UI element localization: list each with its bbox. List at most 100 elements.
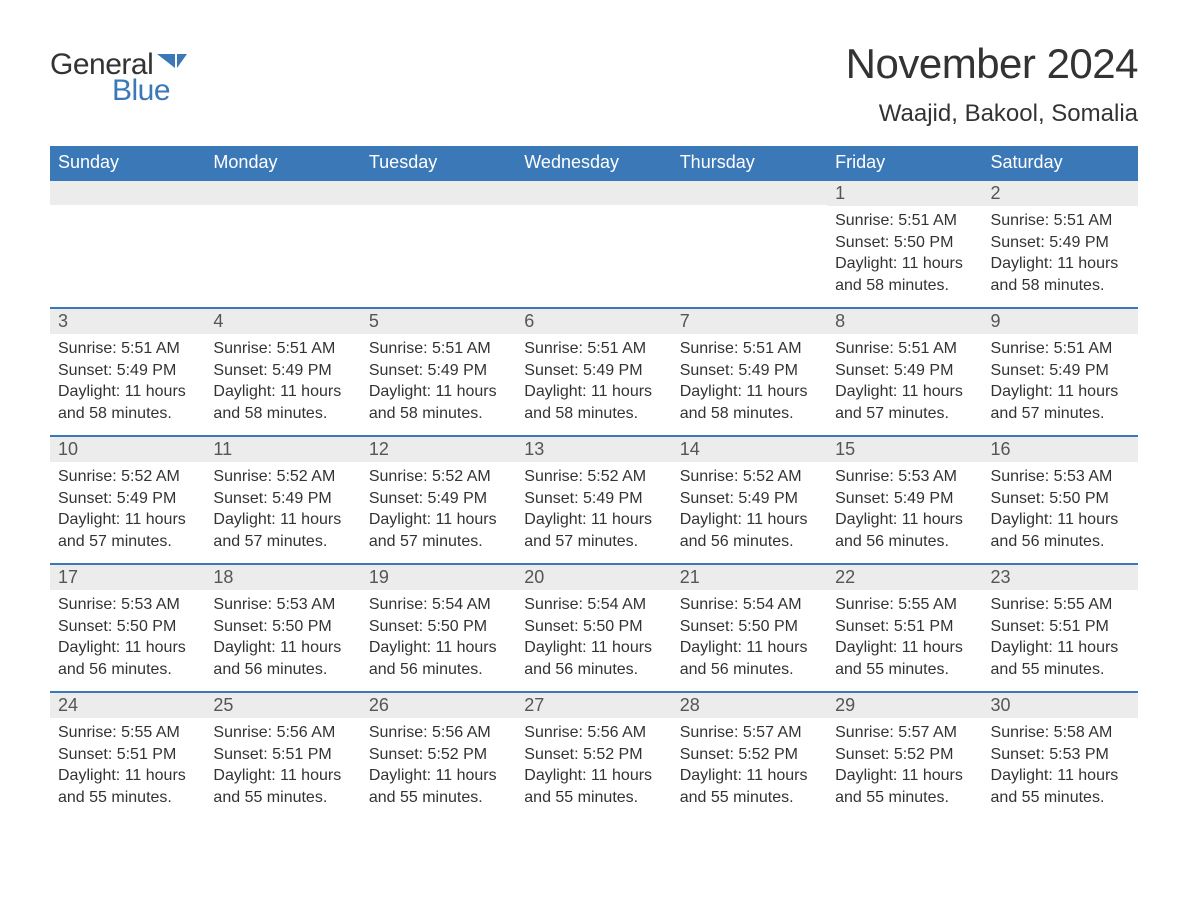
- day-number: 11: [205, 435, 360, 462]
- sunset-text: Sunset: 5:49 PM: [835, 360, 974, 382]
- calendar-cell: 26Sunrise: 5:56 AMSunset: 5:52 PMDayligh…: [361, 691, 516, 819]
- day-number: 6: [516, 307, 671, 334]
- sunset-text: Sunset: 5:50 PM: [58, 616, 197, 638]
- calendar-cell: [361, 179, 516, 307]
- sunset-text: Sunset: 5:49 PM: [835, 488, 974, 510]
- day-header: Monday: [205, 146, 360, 179]
- day-content: Sunrise: 5:52 AMSunset: 5:49 PMDaylight:…: [205, 462, 360, 558]
- calendar-cell: [50, 179, 205, 307]
- location: Waajid, Bakool, Somalia: [846, 100, 1138, 128]
- sunset-text: Sunset: 5:52 PM: [524, 744, 663, 766]
- day-header: Sunday: [50, 146, 205, 179]
- calendar-cell: 25Sunrise: 5:56 AMSunset: 5:51 PMDayligh…: [205, 691, 360, 819]
- daylight-text: Daylight: 11 hours and 55 minutes.: [524, 765, 663, 808]
- day-content: Sunrise: 5:52 AMSunset: 5:49 PMDaylight:…: [50, 462, 205, 558]
- calendar-cell: 2Sunrise: 5:51 AMSunset: 5:49 PMDaylight…: [983, 179, 1138, 307]
- sunset-text: Sunset: 5:49 PM: [991, 360, 1130, 382]
- sunset-text: Sunset: 5:49 PM: [213, 360, 352, 382]
- calendar-cell: 12Sunrise: 5:52 AMSunset: 5:49 PMDayligh…: [361, 435, 516, 563]
- daylight-text: Daylight: 11 hours and 57 minutes.: [524, 509, 663, 552]
- calendar-cell: 22Sunrise: 5:55 AMSunset: 5:51 PMDayligh…: [827, 563, 982, 691]
- sunrise-text: Sunrise: 5:53 AM: [991, 466, 1130, 488]
- calendar-cell: 7Sunrise: 5:51 AMSunset: 5:49 PMDaylight…: [672, 307, 827, 435]
- sunrise-text: Sunrise: 5:51 AM: [58, 338, 197, 360]
- sunrise-text: Sunrise: 5:55 AM: [835, 594, 974, 616]
- sunset-text: Sunset: 5:49 PM: [524, 488, 663, 510]
- sunset-text: Sunset: 5:49 PM: [524, 360, 663, 382]
- daylight-text: Daylight: 11 hours and 58 minutes.: [213, 381, 352, 424]
- day-number: 10: [50, 435, 205, 462]
- calendar-week: 24Sunrise: 5:55 AMSunset: 5:51 PMDayligh…: [50, 691, 1138, 819]
- empty-day-bar: [361, 179, 516, 205]
- sunset-text: Sunset: 5:51 PM: [213, 744, 352, 766]
- sunrise-text: Sunrise: 5:54 AM: [680, 594, 819, 616]
- daylight-text: Daylight: 11 hours and 55 minutes.: [835, 765, 974, 808]
- calendar-cell: 6Sunrise: 5:51 AMSunset: 5:49 PMDaylight…: [516, 307, 671, 435]
- sunrise-text: Sunrise: 5:52 AM: [680, 466, 819, 488]
- calendar-cell: 23Sunrise: 5:55 AMSunset: 5:51 PMDayligh…: [983, 563, 1138, 691]
- day-number: 1: [827, 179, 982, 206]
- sunset-text: Sunset: 5:51 PM: [58, 744, 197, 766]
- daylight-text: Daylight: 11 hours and 58 minutes.: [835, 253, 974, 296]
- sunrise-text: Sunrise: 5:52 AM: [58, 466, 197, 488]
- calendar-week: 17Sunrise: 5:53 AMSunset: 5:50 PMDayligh…: [50, 563, 1138, 691]
- sunrise-text: Sunrise: 5:58 AM: [991, 722, 1130, 744]
- sunset-text: Sunset: 5:49 PM: [58, 360, 197, 382]
- sunrise-text: Sunrise: 5:53 AM: [835, 466, 974, 488]
- sunset-text: Sunset: 5:50 PM: [369, 616, 508, 638]
- sunrise-text: Sunrise: 5:52 AM: [369, 466, 508, 488]
- sunset-text: Sunset: 5:49 PM: [680, 360, 819, 382]
- day-number: 3: [50, 307, 205, 334]
- calendar-cell: 9Sunrise: 5:51 AMSunset: 5:49 PMDaylight…: [983, 307, 1138, 435]
- sunset-text: Sunset: 5:52 PM: [680, 744, 819, 766]
- daylight-text: Daylight: 11 hours and 56 minutes.: [680, 637, 819, 680]
- day-number: 26: [361, 691, 516, 718]
- title-block: November 2024 Waajid, Bakool, Somalia: [846, 40, 1138, 128]
- day-content: Sunrise: 5:57 AMSunset: 5:52 PMDaylight:…: [827, 718, 982, 814]
- day-content: Sunrise: 5:55 AMSunset: 5:51 PMDaylight:…: [827, 590, 982, 686]
- calendar-cell: 29Sunrise: 5:57 AMSunset: 5:52 PMDayligh…: [827, 691, 982, 819]
- day-content: Sunrise: 5:55 AMSunset: 5:51 PMDaylight:…: [983, 590, 1138, 686]
- sunset-text: Sunset: 5:52 PM: [369, 744, 508, 766]
- sunrise-text: Sunrise: 5:51 AM: [991, 338, 1130, 360]
- daylight-text: Daylight: 11 hours and 57 minutes.: [58, 509, 197, 552]
- day-number: 5: [361, 307, 516, 334]
- day-content: Sunrise: 5:51 AMSunset: 5:49 PMDaylight:…: [983, 334, 1138, 430]
- day-number: 21: [672, 563, 827, 590]
- sunrise-text: Sunrise: 5:57 AM: [835, 722, 974, 744]
- day-content: Sunrise: 5:51 AMSunset: 5:49 PMDaylight:…: [672, 334, 827, 430]
- day-content: Sunrise: 5:56 AMSunset: 5:52 PMDaylight:…: [516, 718, 671, 814]
- sunrise-text: Sunrise: 5:51 AM: [835, 338, 974, 360]
- calendar-cell: 21Sunrise: 5:54 AMSunset: 5:50 PMDayligh…: [672, 563, 827, 691]
- day-content: Sunrise: 5:58 AMSunset: 5:53 PMDaylight:…: [983, 718, 1138, 814]
- sunset-text: Sunset: 5:50 PM: [524, 616, 663, 638]
- header: General Blue November 2024 Waajid, Bakoo…: [50, 40, 1138, 128]
- daylight-text: Daylight: 11 hours and 58 minutes.: [991, 253, 1130, 296]
- day-number: 14: [672, 435, 827, 462]
- sunrise-text: Sunrise: 5:56 AM: [369, 722, 508, 744]
- calendar-week: 3Sunrise: 5:51 AMSunset: 5:49 PMDaylight…: [50, 307, 1138, 435]
- sunrise-text: Sunrise: 5:51 AM: [213, 338, 352, 360]
- empty-day-bar: [672, 179, 827, 205]
- daylight-text: Daylight: 11 hours and 56 minutes.: [213, 637, 352, 680]
- sunset-text: Sunset: 5:49 PM: [58, 488, 197, 510]
- daylight-text: Daylight: 11 hours and 56 minutes.: [680, 509, 819, 552]
- daylight-text: Daylight: 11 hours and 56 minutes.: [991, 509, 1130, 552]
- sunset-text: Sunset: 5:51 PM: [991, 616, 1130, 638]
- daylight-text: Daylight: 11 hours and 58 minutes.: [680, 381, 819, 424]
- calendar-cell: 13Sunrise: 5:52 AMSunset: 5:49 PMDayligh…: [516, 435, 671, 563]
- sunset-text: Sunset: 5:49 PM: [213, 488, 352, 510]
- day-content: Sunrise: 5:51 AMSunset: 5:49 PMDaylight:…: [827, 334, 982, 430]
- day-content: Sunrise: 5:53 AMSunset: 5:50 PMDaylight:…: [205, 590, 360, 686]
- day-number: 13: [516, 435, 671, 462]
- calendar-cell: 24Sunrise: 5:55 AMSunset: 5:51 PMDayligh…: [50, 691, 205, 819]
- calendar-cell: 8Sunrise: 5:51 AMSunset: 5:49 PMDaylight…: [827, 307, 982, 435]
- sunrise-text: Sunrise: 5:53 AM: [213, 594, 352, 616]
- sunrise-text: Sunrise: 5:53 AM: [58, 594, 197, 616]
- day-number: 15: [827, 435, 982, 462]
- day-content: Sunrise: 5:54 AMSunset: 5:50 PMDaylight:…: [672, 590, 827, 686]
- calendar-cell: 1Sunrise: 5:51 AMSunset: 5:50 PMDaylight…: [827, 179, 982, 307]
- calendar-body: 1 Sunrise: 5:51 AM Sunset: 5:50 PM Daylight…: [50, 179, 1138, 819]
- sunset-text: Sunset: 5:49 PM: [680, 488, 819, 510]
- logo-text-blue: Blue: [112, 74, 170, 108]
